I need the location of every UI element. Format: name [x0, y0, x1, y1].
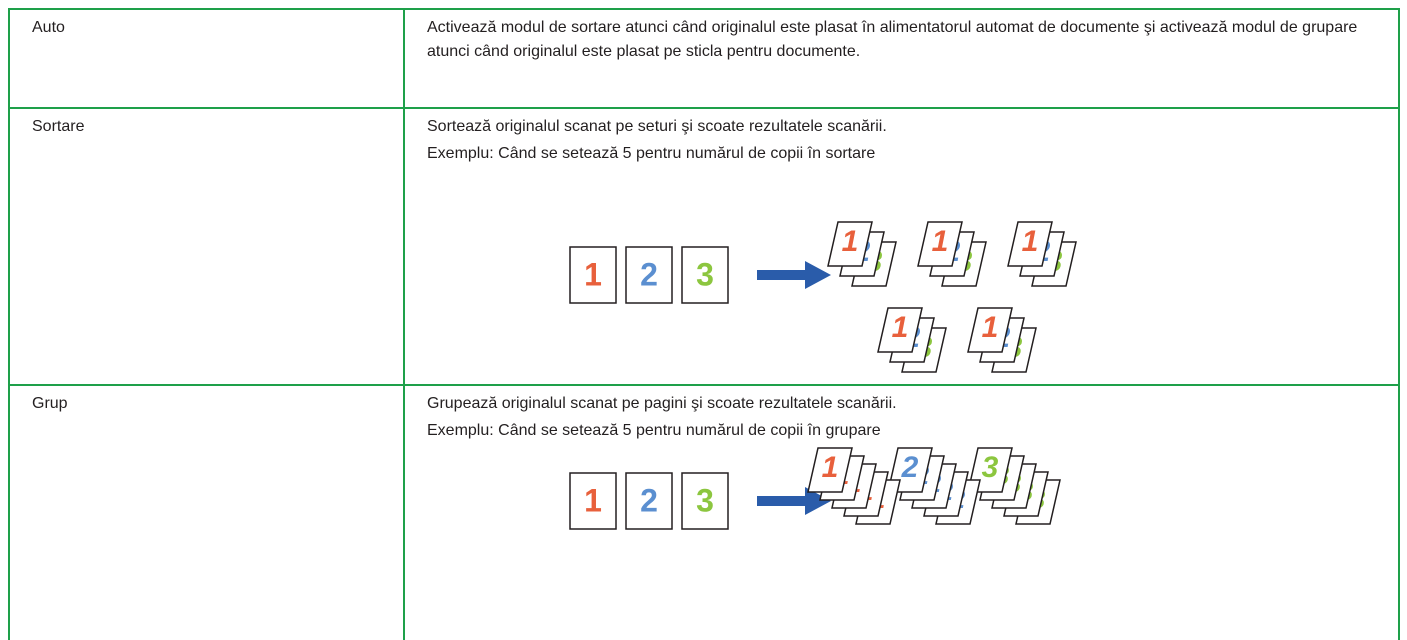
description-cell: Grupează originalul scanat pe pagini şi …: [403, 384, 1400, 640]
original-number: 1: [584, 256, 602, 292]
sheet: [917, 221, 963, 267]
original-page: [625, 472, 673, 530]
sheet-number: 1: [822, 451, 839, 484]
sheet-number: 3: [982, 451, 999, 484]
original-page: [569, 246, 617, 304]
description: Exemplu: Când se setează 5 pentru număru…: [427, 145, 876, 162]
option-cell: Grup: [8, 384, 403, 640]
arrow: [757, 261, 831, 289]
option-cell: Auto: [8, 8, 403, 107]
sheet-number: 1: [982, 311, 999, 344]
original-number: 2: [640, 256, 658, 292]
description: Activează modul de sortare atunci când o…: [427, 19, 1358, 60]
description: Grupează originalul scanat pe pagini şi …: [427, 395, 897, 412]
description-cell: Sortează originalul scanat pe seturi şi …: [403, 107, 1400, 384]
description-cell: Activează modul de sortare atunci când o…: [403, 8, 1400, 107]
original-number: 3: [696, 482, 714, 518]
original-number: 1: [584, 482, 602, 518]
original-page: [625, 246, 673, 304]
sheet: [877, 307, 923, 353]
original-page: [569, 472, 617, 530]
option: Grup: [32, 395, 68, 412]
sheet-number: 1: [842, 225, 859, 258]
description: Exemplu: Când se setează 5 pentru număru…: [427, 422, 881, 439]
arrow: [757, 487, 831, 515]
sheet-number: 1: [932, 225, 949, 258]
description: Sortează originalul scanat pe seturi şi …: [427, 118, 887, 135]
sheet: [807, 447, 853, 493]
option-cell: Sortare: [8, 107, 403, 384]
sheet-number: 1: [892, 311, 909, 344]
original-number: 3: [696, 256, 714, 292]
page: Auto Activează modul de sortare atunci câ…: [8, 8, 1400, 640]
original-page: [681, 246, 729, 304]
sheet-number: 1: [1022, 225, 1039, 258]
original-number: 2: [640, 482, 658, 518]
option: Auto: [32, 19, 65, 36]
figures: 123321321321321321123333332222211111: [569, 221, 1077, 530]
sheet: [1007, 221, 1053, 267]
sheet: [967, 307, 1013, 353]
sheet: [827, 221, 873, 267]
option: Sortare: [32, 118, 85, 135]
sheet-number: 2: [901, 451, 919, 484]
original-page: [681, 472, 729, 530]
